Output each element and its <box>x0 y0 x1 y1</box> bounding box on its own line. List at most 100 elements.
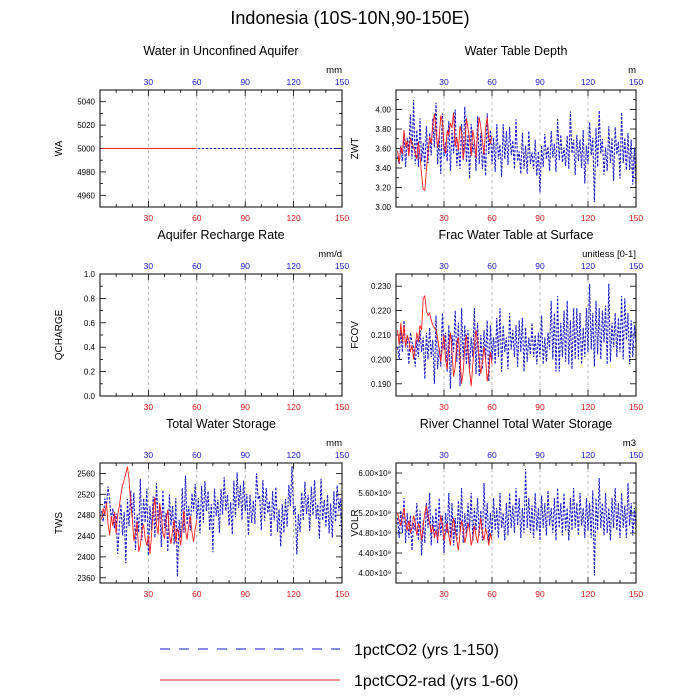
y-tick-label: 2400 <box>77 553 95 562</box>
x-tick-label-top: 30 <box>144 77 154 87</box>
y-tick-label: 1.0 <box>84 270 96 279</box>
x-tick-label-top: 60 <box>192 450 202 460</box>
chart-title: Water Table Depth <box>465 44 568 58</box>
chart-title: Total Water Storage <box>166 417 276 431</box>
x-tick-label-bottom: 60 <box>192 213 202 223</box>
x-tick-label-bottom: 150 <box>629 213 643 223</box>
y-tick-label: 2360 <box>77 574 95 583</box>
x-tick-label-bottom: 60 <box>487 213 497 223</box>
plot-frame <box>395 89 637 208</box>
x-tick-label-top: 30 <box>439 450 449 460</box>
x-tick-label-bottom: 90 <box>240 213 250 223</box>
chart-title: River Channel Total Water Storage <box>420 417 613 431</box>
x-tick-label-top: 120 <box>581 77 595 87</box>
y-axis-label: ZWT <box>350 138 361 160</box>
x-tick-label-top: 150 <box>335 450 349 460</box>
series-line-1pctCO2 <box>397 99 636 203</box>
y-tick-label: 6.00×10⁹ <box>358 469 391 478</box>
y-tick-label: 3.40 <box>375 164 391 173</box>
plot-frame <box>99 89 343 208</box>
y-tick-label: 0.0 <box>84 392 96 401</box>
y-tick-label: 3.80 <box>375 125 391 134</box>
x-tick-label-bottom: 60 <box>487 589 497 599</box>
y-axis-label: QCHARGE <box>54 309 65 360</box>
x-tick-label-bottom: 150 <box>629 589 643 599</box>
legend: 1pctCO2 (yrs 1-150) 1pctCO2-rad (yrs 1-60… <box>160 642 519 690</box>
series-line-1pctCO2 <box>397 283 636 389</box>
x-tick-label-bottom: 120 <box>581 213 595 223</box>
x-tick-label-bottom: 60 <box>487 402 497 412</box>
chart-title: Aquifer Recharge Rate <box>157 228 284 242</box>
y-tick-label: 3.60 <box>375 145 391 154</box>
x-tick-label-top: 150 <box>335 261 349 271</box>
x-tick-label-bottom: 150 <box>335 589 349 599</box>
x-tick-label-bottom: 150 <box>335 402 349 412</box>
legend-label: 1pctCO2 (yrs 1-150) <box>354 642 499 659</box>
x-tick-label-bottom: 120 <box>581 402 595 412</box>
legend-item: 1pctCO2 (yrs 1-150) <box>160 642 499 659</box>
chart-panel-4: Frac Water Table at Surface unitless [0-1… <box>350 228 643 412</box>
plot-frame <box>99 273 343 397</box>
x-tick-label-top: 30 <box>144 261 154 271</box>
x-tick-label-top: 90 <box>240 450 250 460</box>
units-label: m3 <box>623 438 636 449</box>
x-tick-label-bottom: 30 <box>144 213 154 223</box>
chart-panel-1: Water in Unconfined Aquifer mm WA 30 60 90 120… <box>54 44 349 223</box>
x-tick-label-bottom: 90 <box>240 589 250 599</box>
y-axis-label: WA <box>54 140 65 156</box>
y-tick-label: 2480 <box>77 511 95 520</box>
x-tick-label-top: 60 <box>487 77 497 87</box>
y-tick-label: 2560 <box>77 469 95 478</box>
x-tick-label-top: 30 <box>439 77 449 87</box>
y-tick-label: 5020 <box>77 121 95 130</box>
series-line-1pctCO2-rad <box>397 505 493 551</box>
chart-panel-6: River Channel Total Water Storage m3 VOLR 3… <box>350 417 643 599</box>
y-tick-label: 5.60×10⁹ <box>358 489 391 498</box>
y-tick-label: 4960 <box>77 191 95 200</box>
y-tick-label: 0.200 <box>371 355 392 364</box>
y-tick-label: 2520 <box>77 490 95 499</box>
y-tick-label: 0.2 <box>84 368 96 377</box>
x-tick-label-top: 120 <box>287 77 301 87</box>
series-line-1pctCO2 <box>397 468 636 576</box>
x-tick-label-bottom: 90 <box>535 589 545 599</box>
units-label: mm <box>326 65 342 76</box>
series-line-1pctCO2-rad <box>397 112 493 192</box>
y-tick-label: 2440 <box>77 532 95 541</box>
x-tick-label-top: 120 <box>581 261 595 271</box>
x-tick-label-top: 120 <box>581 450 595 460</box>
x-tick-label-top: 90 <box>535 261 545 271</box>
y-tick-label: 4.80×10⁹ <box>358 529 391 538</box>
legend-item: 1pctCO2-rad (yrs 1-60) <box>160 673 519 690</box>
y-tick-label: 4.00×10⁹ <box>358 569 391 578</box>
x-tick-label-bottom: 150 <box>629 402 643 412</box>
y-tick-label: 5040 <box>77 98 95 107</box>
x-tick-label-top: 30 <box>144 450 154 460</box>
legend-label: 1pctCO2-rad (yrs 1-60) <box>354 673 519 690</box>
x-tick-label-bottom: 30 <box>439 402 449 412</box>
y-tick-label: 5000 <box>77 145 95 154</box>
x-tick-label-bottom: 90 <box>240 402 250 412</box>
x-tick-label-top: 90 <box>240 77 250 87</box>
units-label: unitless [0-1] <box>582 249 636 260</box>
y-tick-label: 3.20 <box>375 184 391 193</box>
x-tick-label-top: 90 <box>535 450 545 460</box>
chart-title: Water in Unconfined Aquifer <box>143 44 298 58</box>
x-tick-label-top: 150 <box>629 77 643 87</box>
x-tick-label-top: 120 <box>287 261 301 271</box>
chart-panel-3: Aquifer Recharge Rate mm/d QCHARGE 30 60 90 12… <box>54 228 349 412</box>
x-tick-label-bottom: 30 <box>439 589 449 599</box>
x-tick-label-top: 90 <box>535 77 545 87</box>
series-line-1pctCO2 <box>101 466 342 577</box>
y-tick-label: 0.190 <box>371 380 392 389</box>
series-line-1pctCO2-rad <box>101 466 198 554</box>
x-tick-label-bottom: 150 <box>335 213 349 223</box>
y-tick-label: 0.8 <box>84 294 96 303</box>
y-axis-label: FCOV <box>350 321 361 349</box>
y-tick-label: 4.40×10⁹ <box>358 549 391 558</box>
x-tick-label-top: 60 <box>487 450 497 460</box>
x-tick-label-top: 60 <box>192 77 202 87</box>
plot-frame <box>99 462 343 584</box>
x-tick-label-bottom: 120 <box>287 402 301 412</box>
